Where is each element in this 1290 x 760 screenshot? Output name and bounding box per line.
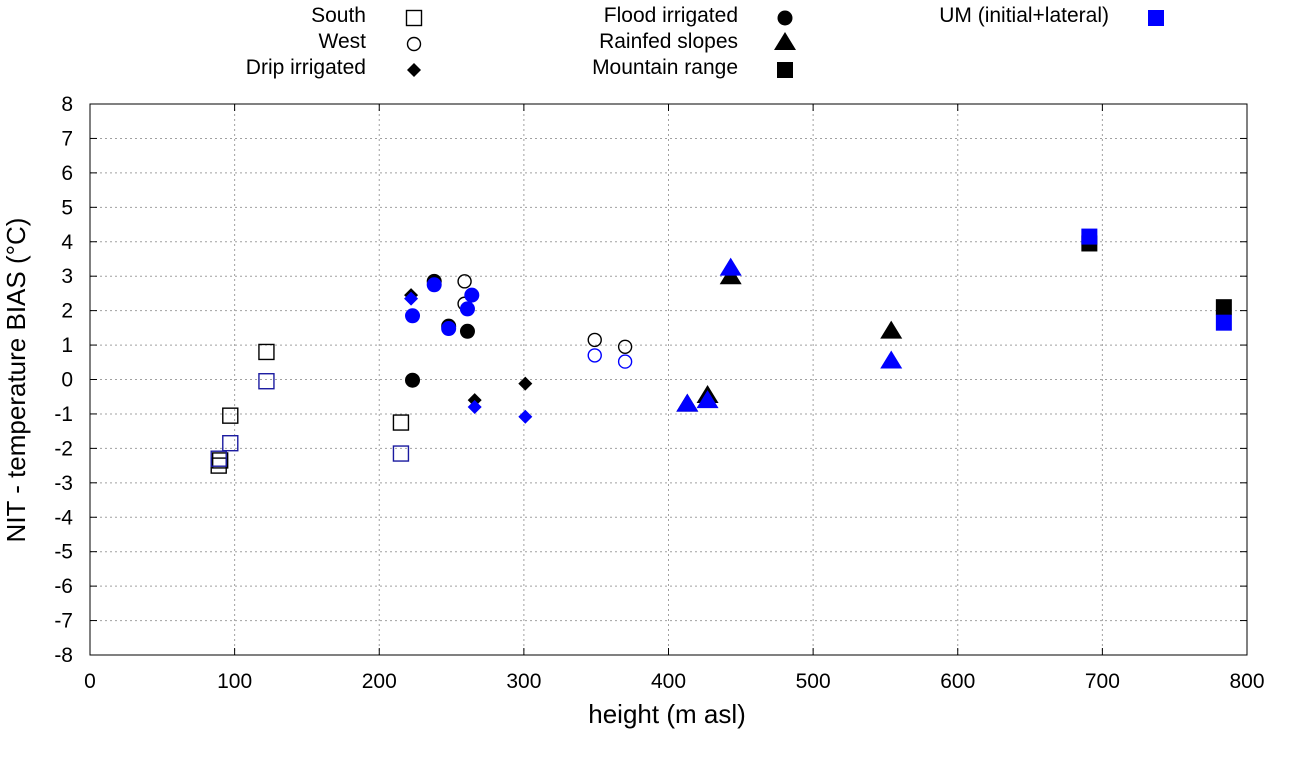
legend-label: UM (initial+lateral): [939, 4, 1109, 27]
data-point: [696, 390, 719, 409]
series-rainfed-slopes: [676, 266, 903, 412]
data-point: [222, 407, 239, 424]
data-point: [587, 348, 602, 363]
data-point: [467, 400, 482, 415]
y-tick-label: 5: [61, 196, 73, 219]
data-points: [210, 228, 1232, 474]
data-point: [405, 308, 421, 324]
data-point: [222, 435, 239, 452]
y-tick-label: 6: [61, 162, 73, 185]
y-axis-title: NIT - temperature BIAS (°C): [1, 218, 31, 543]
data-point: [617, 339, 633, 354]
legend-entry: Rainfed slopes: [599, 30, 796, 53]
y-tick-label: 1: [61, 334, 73, 357]
legend: South West Drip irrigated Flood irrigated Ra…: [246, 4, 1164, 79]
series-south-um: [210, 373, 410, 467]
y-tick-label: 2: [61, 300, 73, 323]
legend-marker: [407, 63, 421, 77]
x-tick-label: 300: [506, 670, 541, 693]
data-point: [210, 450, 227, 467]
y-tick-label: 3: [61, 265, 73, 288]
data-point: [459, 323, 475, 339]
x-tick-label: 600: [940, 670, 975, 693]
y-tick-label: -1: [54, 403, 73, 426]
data-point: [518, 409, 533, 424]
x-tick-label: 800: [1229, 670, 1264, 693]
x-tick-label: 700: [1085, 670, 1120, 693]
y-tick-label: -6: [54, 575, 73, 598]
data-point: [426, 277, 442, 293]
y-tick-label: 4: [61, 231, 73, 254]
data-point: [1215, 314, 1232, 331]
legend-label: Flood irrigated: [604, 4, 738, 27]
legend-label: West: [319, 30, 367, 53]
legend-entry: UM (initial+lateral): [939, 4, 1164, 27]
data-point: [676, 393, 699, 412]
data-point: [1215, 299, 1232, 316]
legend-marker: [777, 10, 793, 26]
data-point: [392, 414, 410, 431]
data-point: [617, 354, 633, 369]
legend-entry: Mountain range: [592, 56, 793, 79]
legend-entry: Drip irrigated: [246, 56, 421, 79]
y-tick-label: 8: [61, 93, 73, 116]
series-flood-irrigated-um: [405, 277, 480, 337]
data-point: [258, 373, 275, 390]
y-tick-label: -7: [54, 610, 73, 633]
y-tick-label: -5: [54, 541, 73, 564]
y-tick-label: -4: [54, 506, 73, 529]
legend-marker: [1148, 10, 1164, 26]
data-point: [392, 445, 410, 462]
data-point: [405, 372, 421, 388]
series-west: [457, 274, 633, 354]
legend-entry: West: [319, 30, 422, 53]
data-point: [719, 257, 742, 276]
series-west-um: [587, 348, 633, 369]
data-point: [880, 350, 903, 369]
data-point: [518, 376, 533, 391]
axis-ticks: 0 100 200 300 400 500 600 700 800 -8 -7 -6 -5 -4 -3 -2 -…: [54, 93, 1264, 693]
y-tick-label: -3: [54, 472, 73, 495]
y-tick-label: 0: [61, 369, 73, 392]
x-tick-label: 200: [362, 670, 397, 693]
y-tick-label: -8: [54, 644, 73, 667]
data-point: [404, 291, 419, 306]
legend-label: Mountain range: [592, 56, 738, 79]
data-point: [441, 321, 457, 337]
legend-marker: [405, 9, 423, 27]
legend-entry: South: [311, 4, 423, 27]
series-rainfed-slopes-um: [676, 257, 903, 412]
x-tick-label: 500: [796, 670, 831, 693]
data-point: [258, 343, 275, 361]
legend-entry: Flood irrigated: [604, 4, 793, 27]
x-tick-label: 0: [84, 670, 96, 693]
series-flood-irrigated: [405, 273, 475, 388]
data-point: [211, 452, 229, 469]
series-mountain-range: [1081, 235, 1232, 316]
series-south: [210, 343, 410, 474]
data-point: [1081, 228, 1098, 245]
x-axis-title: height (m asl): [588, 699, 746, 729]
legend-marker: [406, 36, 422, 52]
legend-marker: [777, 62, 793, 78]
x-tick-label: 100: [217, 670, 252, 693]
series-drip-irrigated-um: [404, 291, 533, 424]
data-point: [464, 287, 480, 303]
series-mountain-range-um: [1081, 228, 1232, 331]
legend-label: Rainfed slopes: [599, 30, 738, 53]
legend-label: Drip irrigated: [246, 56, 366, 79]
legend-label: South: [311, 4, 366, 27]
legend-marker: [774, 32, 796, 50]
data-point: [457, 274, 472, 289]
y-tick-label: 7: [61, 127, 73, 150]
data-point: [880, 320, 903, 339]
y-tick-label: -2: [54, 437, 73, 460]
data-point: [587, 332, 602, 348]
data-point: [459, 301, 475, 317]
x-tick-label: 400: [651, 670, 686, 693]
grid-lines: [90, 104, 1247, 655]
